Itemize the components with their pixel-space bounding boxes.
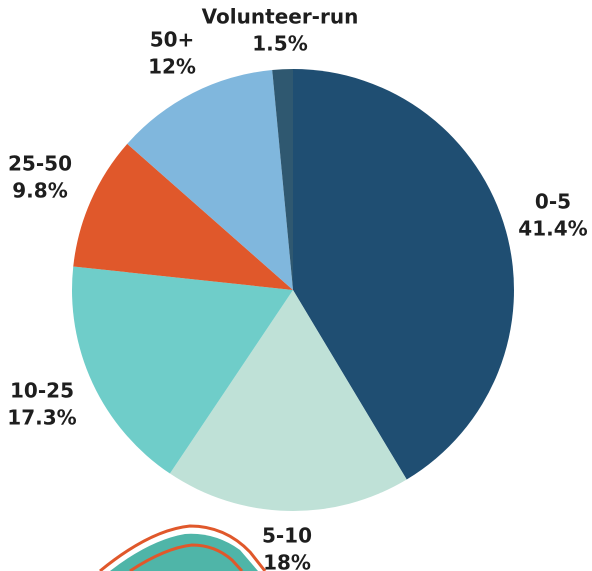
slice-label: 5-10 <box>262 524 312 548</box>
slice-label: 25-50 <box>8 152 72 176</box>
slice-value-label: 9.8% <box>12 179 67 203</box>
slice-value-label: 18% <box>263 551 311 571</box>
slice-value-label: 12% <box>148 55 196 79</box>
slice-value-label: 41.4% <box>518 217 587 241</box>
slice-label: 50+ <box>150 28 195 52</box>
slice-value-label: 17.3% <box>7 406 76 430</box>
slice-label: Volunteer-run <box>202 5 359 29</box>
chart: 0-5 41.4% 5-10 18% 10-25 17.3% 25-50 9.8% 50+ 12%… <box>0 0 592 571</box>
slice-label: 10-25 <box>10 379 74 403</box>
slice-value-label: 1.5% <box>252 32 307 56</box>
slice-label: 0-5 <box>535 190 571 214</box>
decoration <box>100 526 265 571</box>
